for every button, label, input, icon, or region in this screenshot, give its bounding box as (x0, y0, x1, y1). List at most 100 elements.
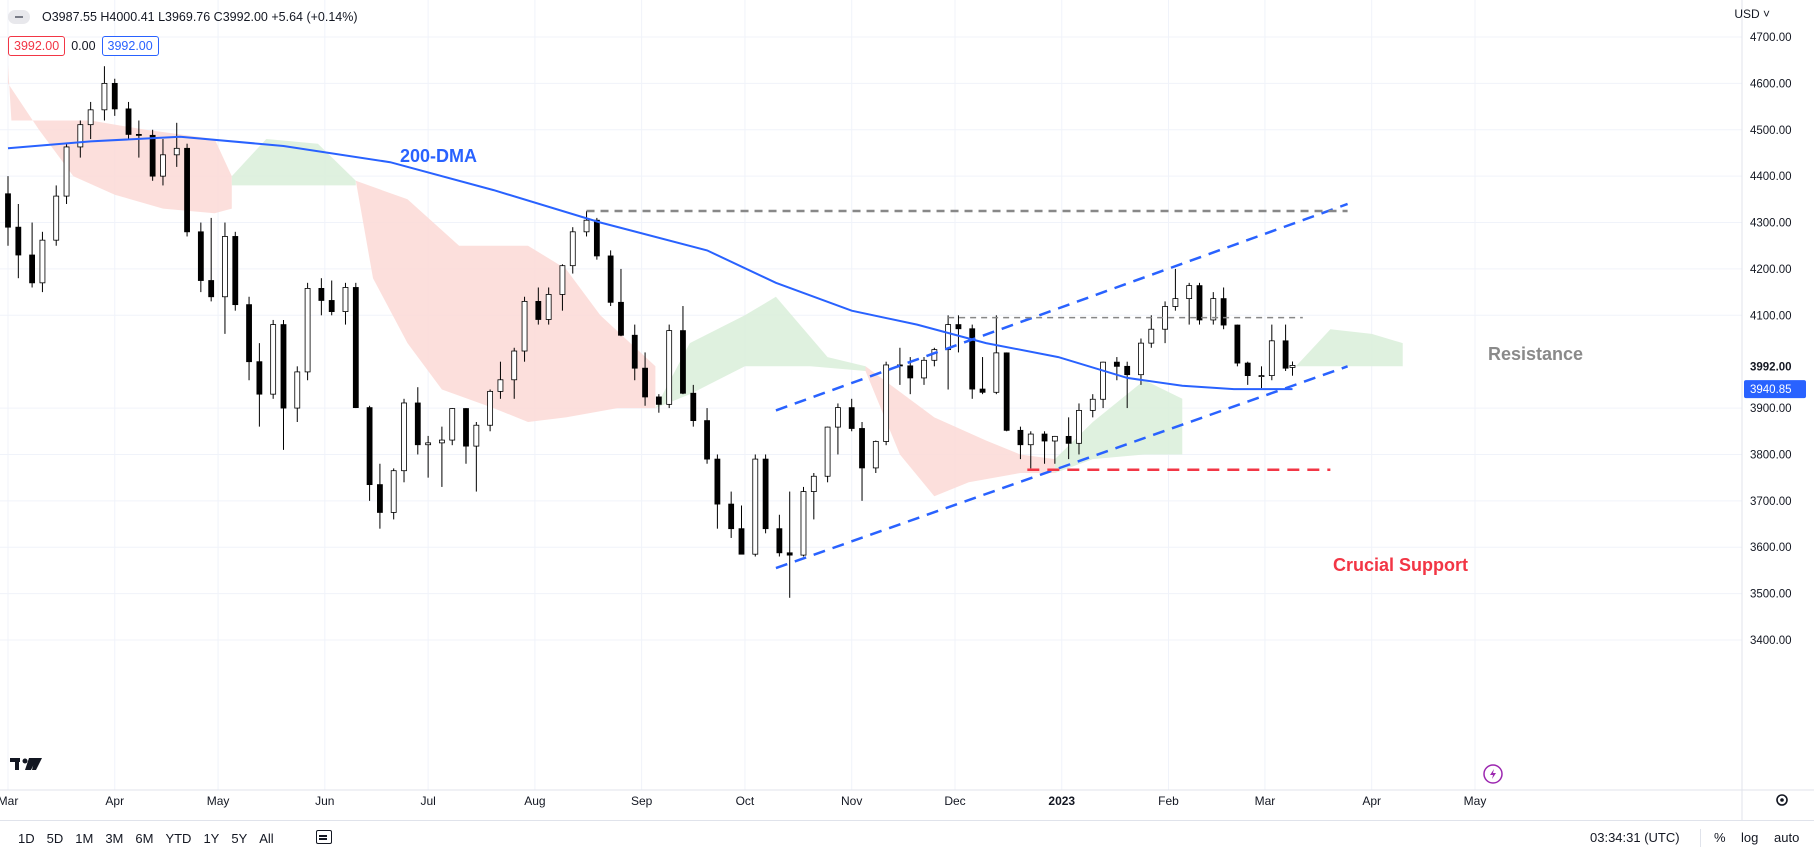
range-button-1y[interactable]: 1Y (203, 831, 220, 846)
candle-body (5, 193, 11, 228)
candle-body (487, 390, 494, 426)
price-tick-label: 3600.00 (1750, 542, 1792, 554)
candle-body (173, 147, 180, 156)
candle-body (425, 442, 432, 446)
candle-body (77, 124, 84, 148)
range-button-1m[interactable]: 1M (75, 831, 94, 846)
range-button-5y[interactable]: 5Y (231, 831, 248, 846)
last-price-label: 3992.00 (1750, 361, 1792, 373)
settings-gear-icon[interactable] (1776, 794, 1788, 806)
candle-body (752, 458, 759, 555)
cloud-bull (231, 139, 356, 186)
range-button-all[interactable]: All (259, 831, 274, 846)
candle-body (1100, 361, 1106, 400)
candle-body (1172, 298, 1179, 307)
candle-body (1268, 340, 1275, 377)
sell-price-chip[interactable]: 3992.00 (8, 36, 66, 56)
candle-body (270, 324, 277, 395)
candle-body (872, 441, 879, 469)
cloud-bear (865, 366, 1055, 497)
candle-body (607, 255, 614, 303)
divider (1700, 829, 1701, 847)
candle-body (521, 300, 528, 352)
candle-body (463, 408, 469, 447)
channel-upper-line (775, 202, 1349, 412)
candle-body (593, 219, 600, 257)
utc-clock[interactable]: 03:34:31 (UTC) (1590, 830, 1680, 845)
range-button-1d[interactable]: 1D (18, 831, 35, 846)
candle-body (473, 424, 480, 447)
price-tick-label: 4100.00 (1750, 310, 1792, 322)
candle-body (208, 280, 215, 298)
candle-body (1289, 365, 1296, 368)
candle-body (53, 195, 60, 241)
candle-body (197, 231, 204, 281)
flash-icon[interactable] (1483, 764, 1503, 784)
candle-body (1234, 324, 1241, 364)
resistance-annotation: Resistance (1488, 344, 1583, 364)
candle-body (160, 154, 166, 177)
candle-body (328, 300, 335, 312)
buy-price-chip[interactable]: 3992.00 (101, 36, 159, 56)
candle-body (810, 475, 817, 492)
range-button-3m[interactable]: 3M (105, 831, 124, 846)
candle-body (1282, 340, 1289, 369)
candle-body (642, 367, 648, 398)
candle-body (762, 458, 769, 530)
candle-body (1210, 298, 1217, 321)
spread-value: 0.00 (71, 39, 96, 53)
time-tick-label: 2023 (1048, 794, 1075, 808)
cloud-bull (1295, 329, 1403, 367)
candle-body (714, 458, 721, 505)
candle-body (655, 396, 662, 405)
candle-body (1220, 298, 1227, 326)
ma-200-path (7, 135, 1293, 391)
price-chart[interactable]: 4700.00 4600.00 4500.00 4400.00 4300.00 4200.… (0, 0, 1814, 820)
candle-body (535, 300, 542, 320)
price-tick-label: 4700.00 (1750, 32, 1792, 44)
candle-body (859, 428, 865, 469)
price-tick-label: 4300.00 (1750, 218, 1792, 230)
price-tick-label: 4400.00 (1750, 171, 1792, 183)
tradingview-logo (10, 758, 42, 770)
candle-body (101, 82, 108, 111)
candle-body (921, 359, 927, 379)
ohlc-legend: O3987.55 H4000.41 L3969.76 C3992.00 +5.6… (8, 10, 358, 24)
candle-body (304, 288, 311, 373)
time-tick-label: Oct (736, 794, 755, 808)
range-button-6m[interactable]: 6M (135, 831, 154, 846)
time-tick-label: Sep (631, 794, 653, 808)
candle-body (1027, 433, 1034, 446)
collapse-legend-icon[interactable] (8, 10, 30, 24)
range-button-ytd[interactable]: YTD (165, 831, 192, 846)
candle-body (704, 420, 710, 460)
candle-body (1138, 342, 1144, 376)
candle-body (1017, 429, 1024, 446)
time-tick-label: Aug (524, 794, 545, 808)
auto-scale-button[interactable]: auto (1774, 830, 1800, 845)
time-tick-label: Mar (1255, 794, 1276, 808)
candle-body (449, 408, 456, 441)
candle-body (1244, 362, 1251, 377)
price-tick-label: 4500.00 (1750, 125, 1792, 137)
candle-body (979, 388, 986, 393)
candle-body (835, 407, 841, 428)
calendar-goto-icon[interactable] (316, 830, 332, 844)
candle-body (945, 324, 952, 351)
candle-body (377, 484, 383, 513)
price-axis-background (1742, 0, 1814, 820)
cloud-bull (655, 296, 866, 409)
price-tick-label: 4200.00 (1750, 264, 1792, 276)
log-scale-button[interactable]: log (1741, 830, 1759, 845)
range-button-5d[interactable]: 5D (46, 831, 64, 846)
ma-200-annotation: 200-DMA (400, 146, 477, 166)
candle-body (390, 470, 397, 513)
percent-scale-button[interactable]: % (1714, 830, 1726, 845)
candle-body (366, 407, 373, 486)
candle-body (318, 288, 325, 301)
candle-body (728, 503, 735, 530)
candle-body (401, 402, 407, 472)
price-tick-label: 3700.00 (1750, 496, 1792, 508)
candle-body (1258, 375, 1265, 378)
currency-selector[interactable]: USD ˅ (1734, 7, 1770, 21)
